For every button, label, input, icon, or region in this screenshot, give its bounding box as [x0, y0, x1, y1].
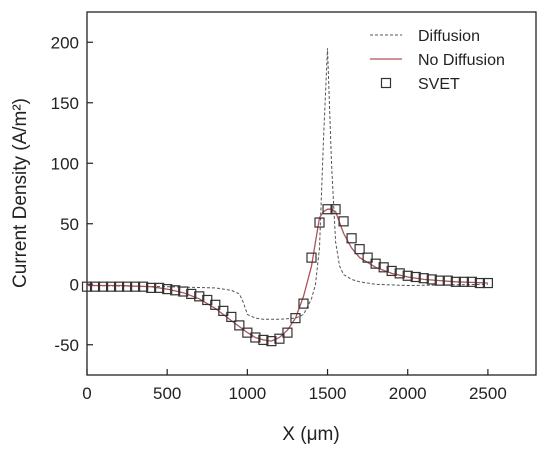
y-tick-label: 50 — [60, 215, 79, 234]
svet-point — [322, 204, 333, 215]
x-tick-label: 0 — [82, 384, 91, 403]
legend-label: SVET — [418, 76, 460, 93]
svet-point — [290, 313, 301, 324]
legend-label: Diffusion — [418, 28, 480, 45]
legend: Diffusion No Diffusion SVET — [370, 28, 505, 93]
series-diffusion — [86, 48, 488, 320]
svet-point — [282, 327, 293, 338]
x-tick-label: 2000 — [389, 384, 427, 403]
svet-point — [186, 288, 197, 300]
svet-point — [113, 281, 125, 292]
svet-point — [314, 217, 325, 228]
x-axis-title: X (μm) — [282, 424, 339, 445]
x-tick-label: 500 — [153, 384, 181, 403]
svet-point — [306, 252, 317, 263]
svet-point — [274, 333, 285, 344]
svet-point — [370, 258, 381, 269]
svet-point — [170, 285, 181, 296]
y-axis: -50 0 50 100 150 200 — [51, 33, 93, 355]
svet-point — [138, 281, 149, 292]
svet-point — [450, 276, 461, 287]
svet-point — [386, 265, 397, 277]
legend-swatch — [380, 77, 392, 89]
legend-label: No Diffusion — [418, 52, 505, 69]
svet-point — [162, 283, 173, 295]
y-tick-label: 0 — [70, 275, 79, 294]
legend-item: Diffusion — [370, 28, 480, 45]
svet-point — [410, 271, 421, 283]
svet-point — [338, 216, 349, 227]
svet-point — [250, 332, 261, 343]
svet-point — [226, 311, 237, 323]
series-layer — [81, 48, 493, 347]
svet-point — [466, 276, 477, 287]
svet-point — [154, 282, 165, 293]
svet-point — [474, 277, 485, 289]
x-tick-label: 2500 — [469, 384, 507, 403]
y-tick-label: -50 — [54, 336, 79, 355]
y-axis-title: Current Density (A/m²) — [10, 98, 31, 288]
svet-point — [482, 277, 493, 289]
svet-point — [298, 298, 309, 309]
svet-point — [330, 204, 341, 215]
svet-point — [105, 281, 117, 292]
svet-point — [394, 268, 405, 279]
svet-point — [81, 281, 93, 292]
svet-point — [121, 281, 133, 292]
series-no-diffusion — [87, 208, 488, 342]
svet-point — [89, 281, 101, 292]
svet-point — [146, 282, 157, 293]
svet-point — [194, 291, 205, 302]
plot-area — [86, 11, 537, 376]
series-line — [86, 48, 488, 320]
y-tick-label: 100 — [51, 154, 79, 173]
svet-point — [266, 336, 277, 347]
series-line — [87, 208, 488, 342]
svet-point — [426, 274, 437, 285]
svet-point — [234, 320, 245, 331]
svet-point — [378, 262, 389, 273]
svet-point — [346, 233, 357, 244]
svet-point — [354, 244, 365, 255]
svet-point — [362, 252, 373, 263]
svet-point — [178, 286, 189, 297]
y-tick-label: 200 — [51, 33, 79, 52]
series-svet — [81, 204, 493, 347]
y-tick-label: 150 — [51, 94, 79, 113]
svet-point — [434, 275, 445, 286]
legend-item: No Diffusion — [370, 52, 505, 69]
svet-point — [218, 305, 229, 316]
svet-point — [130, 281, 141, 292]
svet-point — [97, 281, 109, 292]
svet-point — [418, 273, 429, 284]
svet-point — [442, 275, 453, 286]
x-axis: 0 500 1000 1500 2000 2500 — [82, 369, 507, 403]
legend-item: SVET — [380, 76, 460, 93]
x-tick-label: 1000 — [228, 384, 266, 403]
svet-point — [402, 270, 413, 281]
svet-point — [458, 276, 469, 287]
svet-point — [258, 334, 269, 346]
svet-point — [210, 299, 221, 310]
x-tick-label: 1500 — [309, 384, 347, 403]
